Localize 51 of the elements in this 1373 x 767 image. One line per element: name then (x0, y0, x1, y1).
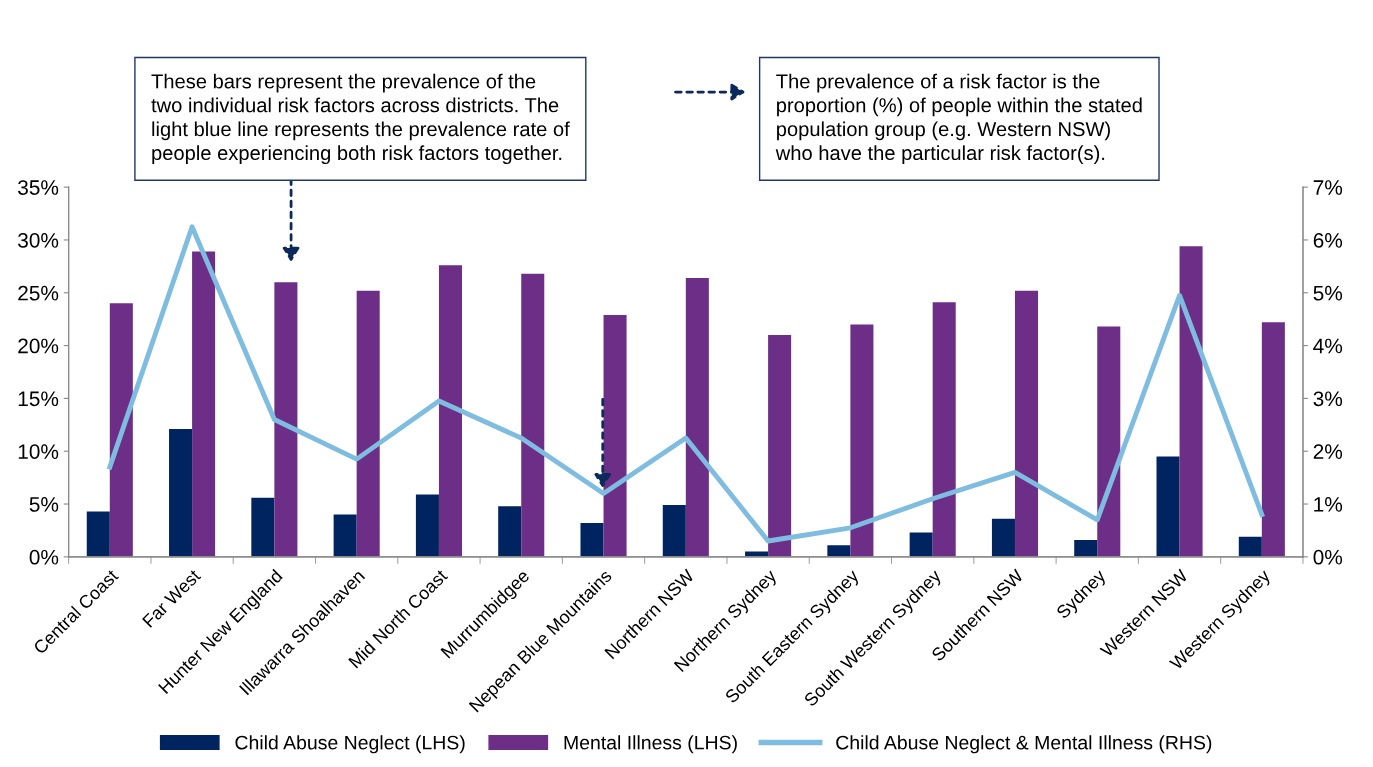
bar (333, 514, 357, 557)
legend-label: Child Abuse Neglect & Mental Illness (RHS) (836, 735, 1212, 754)
bar (768, 335, 792, 557)
y-tick-label: 20% (18, 338, 59, 354)
bar (827, 545, 851, 557)
bar (1074, 539, 1098, 557)
bar (274, 282, 298, 557)
y2-tick-label: 1% (1314, 497, 1343, 512)
bar (1156, 456, 1180, 557)
bar (850, 324, 874, 557)
text: The prevalence of a risk factor is the proportion (%) of people within the stated population group (e.g. Western NSW) who have the particular risk factor(s). (775, 73, 1142, 165)
y2-tick-label: 6% (1313, 232, 1343, 248)
bar (1179, 246, 1203, 557)
bar (521, 273, 545, 557)
bar (438, 265, 462, 557)
bar (1261, 322, 1285, 557)
bar (1097, 326, 1121, 557)
y-tick-label: 15% (18, 391, 59, 407)
bar (662, 505, 686, 557)
y2-tick-label: 3% (1313, 391, 1343, 407)
bar (86, 511, 110, 557)
y-tick-label: 25% (18, 285, 59, 301)
y2-tick-label: 5% (1313, 285, 1343, 301)
y-tick-label: 5% (29, 497, 59, 512)
bar (932, 302, 956, 557)
bar (356, 290, 380, 557)
y2-tick-label: 2% (1313, 444, 1343, 459)
bar (909, 532, 933, 557)
line-series (107, 224, 1265, 544)
legend-label: Child Abuse Neglect (LHS) (235, 735, 465, 754)
y-tick-label: 10% (18, 444, 59, 459)
bar (169, 429, 193, 557)
bar (603, 314, 627, 557)
y2-tick-label: 4% (1313, 338, 1343, 354)
bar (415, 494, 439, 557)
bar (1238, 536, 1262, 557)
legend-label: Mental Illness (LHS) (564, 735, 737, 754)
bar (498, 506, 522, 557)
y-tick-label: 0% (29, 549, 59, 565)
bar (991, 518, 1015, 557)
bar (251, 497, 275, 557)
y2-tick-label: 7% (1313, 180, 1343, 195)
text: These bars represent the prevalence of the two individual risk factors across districts. The light blue line represents the prevalence rate of people experiencing both risk factors together. (151, 73, 570, 165)
bar (1014, 290, 1039, 557)
bar (192, 251, 216, 557)
bar (580, 523, 604, 557)
bar (109, 303, 133, 557)
y-tick-label: 30% (18, 232, 59, 248)
bar (685, 277, 709, 557)
y2-tick-label: 0% (1313, 549, 1343, 565)
y-tick-label: 35% (18, 180, 59, 195)
